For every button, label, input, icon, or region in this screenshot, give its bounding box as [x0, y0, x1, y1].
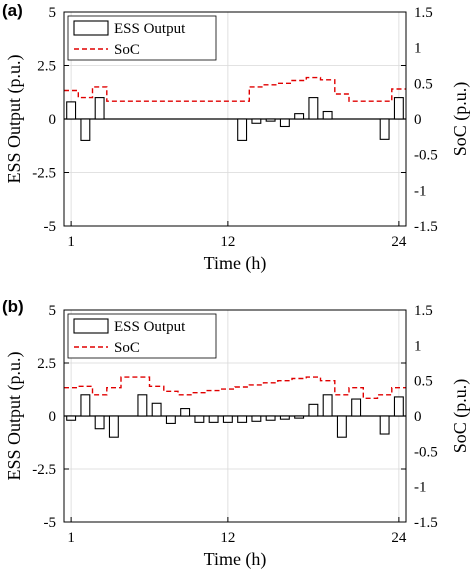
legend-label-ess-output: ESS Output — [114, 319, 186, 335]
legend-label-soc: SoC — [114, 340, 140, 356]
bar-ess-output — [279, 118, 290, 128]
y2-tick-label: -0.5 — [414, 148, 438, 164]
y2-tick-label: -1 — [414, 183, 427, 199]
panel-label: (b) — [2, 297, 24, 316]
bar-ess-output — [308, 403, 319, 417]
soc-step-line — [64, 376, 406, 399]
legend: ESS Output SoC — [67, 313, 217, 359]
bar-ess-output — [208, 415, 219, 423]
bar-ess-output — [393, 396, 404, 417]
x-axis-label: Time (h) — [204, 253, 267, 274]
bar-ess-output — [294, 113, 305, 120]
y-tick-label: 2.5 — [37, 356, 56, 372]
chart-panel-1: -5 -2.5 0 2.5 5 -1.5 -1 -0.5 0 0.5 1 1.5 1 12 24 Time (… — [2, 1, 471, 274]
y2-tick-label: 1.5 — [414, 5, 433, 21]
x-tick-label: 24 — [391, 530, 407, 546]
x-tick-label: 24 — [391, 234, 407, 250]
bar-ess-output — [294, 415, 305, 419]
panel-label: (a) — [2, 1, 23, 20]
chart-panel-2: -5 -2.5 0 2.5 5 -1.5 -1 -0.5 0 0.5 1 1.5 1 12 24 Time (… — [2, 297, 471, 570]
bar-ess-output — [180, 408, 191, 417]
soc-step-line — [64, 76, 406, 102]
y-tick-label: -5 — [44, 515, 57, 531]
y-tick-label: 0 — [49, 112, 57, 128]
bar-ess-output — [137, 394, 148, 417]
y2-tick-label: -1 — [414, 480, 427, 496]
bar-ess-output — [151, 402, 162, 417]
y-tick-label: 0 — [49, 409, 57, 425]
y-axis-label: ESS Output (p.u.) — [4, 351, 25, 480]
bar-ess-output — [322, 394, 333, 417]
bar-ess-output — [80, 118, 91, 141]
x-tick-label: 12 — [220, 234, 235, 250]
bar-ess-output — [251, 415, 262, 422]
bar-ess-output — [222, 415, 233, 423]
x-tick-label: 1 — [67, 234, 75, 250]
bar-ess-output — [66, 415, 77, 421]
bar-ess-output — [265, 415, 276, 421]
bar-ess-output — [165, 415, 176, 424]
y-tick-label: 5 — [49, 5, 57, 21]
y2-tick-label: 1 — [414, 338, 422, 354]
bar-ess-output — [308, 97, 319, 120]
bar-ess-output — [279, 415, 290, 420]
bar-ess-output — [237, 415, 248, 423]
y-tick-label: -5 — [44, 219, 57, 235]
bar-ess-output — [108, 415, 119, 438]
x-tick-label: 1 — [67, 530, 75, 546]
bar-ess-output — [94, 415, 105, 430]
y2-tick-label: 0 — [414, 409, 422, 425]
y-tick-label: -2.5 — [32, 166, 56, 182]
y2-axis-label: SoC (p.u.) — [450, 379, 471, 454]
y2-tick-label: 0.5 — [414, 374, 433, 390]
bar-ess-output — [80, 394, 91, 417]
legend-label-ess-output: ESS Output — [114, 21, 186, 37]
bar-ess-output — [265, 118, 276, 122]
y2-tick-label: 1.5 — [414, 303, 433, 319]
y2-tick-label: 0.5 — [414, 76, 433, 92]
y2-tick-label: 0 — [414, 112, 422, 128]
bar-ess-output — [393, 97, 404, 120]
y-tick-label: 2.5 — [37, 59, 56, 75]
bar-ess-output — [379, 415, 390, 435]
legend-label-soc: SoC — [114, 42, 140, 58]
y2-tick-label: -1.5 — [414, 515, 438, 531]
y-tick-label: 5 — [49, 303, 57, 319]
y2-tick-label: 1 — [414, 41, 422, 57]
bar-ess-output — [351, 398, 362, 417]
bar-ess-output — [194, 415, 205, 423]
y-tick-label: -2.5 — [32, 462, 56, 478]
y2-axis-label: SoC (p.u.) — [450, 82, 471, 157]
x-axis-label: Time (h) — [204, 549, 267, 570]
y2-tick-label: -1.5 — [414, 219, 438, 235]
bar-ess-output — [379, 118, 390, 140]
bar-ess-output — [94, 97, 105, 120]
legend-bar-swatch — [73, 20, 109, 36]
y-axis-label: ESS Output (p.u.) — [4, 54, 25, 183]
x-tick-label: 12 — [220, 530, 235, 546]
bar-ess-output — [336, 415, 347, 438]
legend: ESS Output SoC — [67, 15, 217, 61]
y2-tick-label: -0.5 — [414, 444, 438, 460]
bar-ess-output — [66, 101, 77, 120]
bar-ess-output — [237, 118, 248, 141]
bar-ess-output — [251, 118, 262, 124]
bar-ess-output — [322, 110, 333, 120]
legend-bar-swatch — [73, 318, 109, 334]
